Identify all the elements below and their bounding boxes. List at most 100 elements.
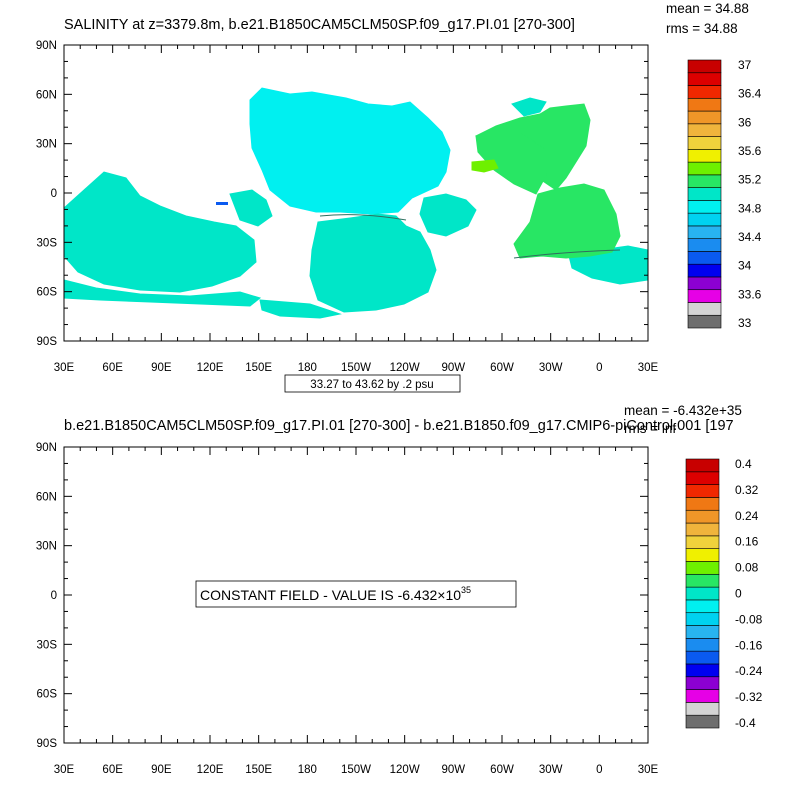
lat-label: 60S (37, 689, 58, 701)
colorbar-swatch (685, 638, 720, 652)
lat-label: 60S (37, 287, 58, 299)
lon-label: 30W (539, 362, 563, 374)
ocean-region-north-pacific (249, 87, 451, 215)
colorbar-swatch (687, 123, 722, 137)
colorbar-swatch (685, 535, 720, 549)
colorbar-label: -0.24 (735, 664, 763, 678)
colorbar-label: 37 (738, 58, 752, 72)
colorbar-swatch (687, 110, 722, 125)
colorbar-swatch (687, 314, 722, 329)
lon-label: 180 (298, 764, 317, 776)
colorbar-swatch (687, 200, 722, 214)
lon-label: 30E (638, 362, 659, 374)
colorbar-swatch (685, 650, 720, 665)
colorbar-label: -0.08 (735, 612, 763, 626)
ocean-region-west-pacific-marginal (229, 189, 273, 227)
colorbar-label: 0.32 (735, 483, 759, 497)
contour-line (513, 249, 621, 259)
lon-label: 0 (596, 764, 602, 776)
colorbar-label: 35.2 (738, 173, 762, 187)
lat-label: 90N (36, 40, 57, 52)
ocean-region-atlantic-equatorial (475, 131, 549, 195)
lon-label: 30W (539, 764, 563, 776)
lon-label: 150W (341, 362, 371, 374)
colorbar-label: 33.6 (738, 287, 762, 301)
colorbar-swatch (685, 458, 720, 473)
lon-label: 120W (390, 362, 420, 374)
colorbar-swatch (685, 612, 720, 626)
deep-blue-patch (216, 202, 228, 205)
colorbar-label: 0.24 (735, 509, 759, 523)
colorbar-label: 33 (738, 316, 752, 330)
colorbar-label: -0.32 (735, 690, 763, 704)
lat-label: 0 (51, 188, 57, 200)
colorbar-swatch (687, 289, 722, 303)
lon-label: 60W (490, 362, 514, 374)
colorbar-swatch (687, 276, 722, 291)
lat-label: 30N (36, 139, 57, 151)
ocean-region-arctic-fragment (511, 97, 547, 117)
panel2-constant-note: CONSTANT FIELD - VALUE IS -6.432×1035 (200, 585, 471, 603)
colorbar-swatch (687, 187, 722, 201)
colorbar-label: 0.4 (735, 457, 752, 471)
lon-label: 30E (638, 764, 659, 776)
colorbar-label: 36.4 (738, 87, 762, 101)
colorbar-swatch (685, 548, 720, 562)
lat-label: 30S (37, 237, 58, 249)
colorbar-swatch (685, 676, 720, 690)
colorbar-swatch (687, 136, 722, 150)
colorbar-swatch (685, 497, 720, 511)
colorbar-swatch (685, 599, 720, 614)
colorbar-swatch (687, 212, 722, 227)
ocean-region-southern-ocean-indian (63, 279, 262, 307)
colorbar-label: 0 (735, 587, 742, 601)
panel2-colorbar: -0.4 -0.32 -0.24 -0.16 -0.08 0 0.08 0.16 0.24 0.3… (685, 457, 763, 730)
lon-label: 90W (442, 362, 466, 374)
lon-label: 60E (102, 764, 123, 776)
ocean-region-southeast-pacific (419, 193, 477, 237)
colorbar-swatch (685, 573, 720, 588)
panel1-title: SALINITY at z=3379.8m, b.e21.B1850CAM5CL… (64, 17, 575, 33)
lat-label: 90S (37, 738, 58, 750)
colorbar-label: 34.4 (738, 230, 762, 244)
colorbar-swatch (687, 302, 722, 316)
panel1-axes: 90N 60N 30N 0 30S 60S 90S 30E 60E 90E 120E 150E 180 1… (36, 40, 659, 374)
ocean-region-indian-ocean (63, 171, 257, 293)
panel-1: SALINITY at z=3379.8m, b.e21.B1850CAM5CL… (36, 1, 762, 393)
panel1-range-box (284, 374, 461, 393)
lat-label: 30N (36, 541, 57, 553)
colorbar-swatch (687, 72, 722, 86)
panel1-range-note: 33.27 to 43.62 by .2 psu (310, 379, 433, 391)
colorbar-label: -0.4 (735, 716, 756, 730)
colorbar-swatch (685, 586, 720, 601)
lon-label: 120E (197, 764, 224, 776)
colorbar-swatch (687, 174, 722, 188)
lon-label: 150E (245, 764, 272, 776)
colorbar-swatch (687, 161, 722, 176)
panel1-salinity-field (63, 87, 649, 319)
colorbar-swatch (685, 522, 720, 537)
panel1-colorbar: 33 33.6 34 34.4 34.8 35.2 35.6 36 36.4 37 (687, 58, 762, 330)
panel2-title: b.e21.B1850CAM5CLM50SP.f09_g17.PI.01 [27… (64, 418, 734, 434)
colorbar-swatch (685, 484, 720, 498)
colorbar-swatch (685, 471, 720, 485)
colorbar-swatch (685, 625, 720, 639)
panel2-mean: mean = -6.432e+35 (624, 403, 742, 418)
lon-label: 180 (298, 362, 317, 374)
colorbar-label: 0.08 (735, 561, 759, 575)
ocean-region-southern-ocean-pacific (259, 299, 342, 319)
lon-label: 0 (596, 362, 602, 374)
colorbar-label: 34 (738, 259, 752, 273)
colorbar-swatch (685, 714, 720, 729)
panel1-mean: mean = 34.88 (666, 1, 749, 16)
lon-label: 90W (442, 764, 466, 776)
colorbar-label: 36 (738, 115, 752, 129)
lon-label: 150E (245, 362, 272, 374)
colorbar-swatch (687, 251, 722, 265)
colorbar-swatch (685, 561, 720, 575)
colorbar-swatch (687, 149, 722, 163)
colorbar-swatch (685, 702, 720, 716)
lon-label: 30E (54, 764, 75, 776)
colorbar-swatch (685, 509, 720, 524)
lon-label: 90E (151, 764, 172, 776)
